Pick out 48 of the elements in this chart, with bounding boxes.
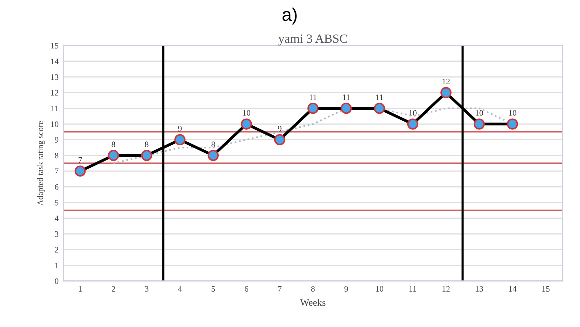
- y-tick-label: 14: [51, 58, 59, 64]
- data-label: 8: [112, 142, 116, 148]
- y-tick-label: 3: [55, 232, 59, 238]
- y-tick-label: 1: [56, 262, 58, 268]
- data-label: 12: [442, 79, 450, 85]
- y-tick-label: 11: [52, 106, 58, 112]
- x-tick-label: 12: [442, 286, 450, 292]
- data-label: 10: [476, 110, 484, 116]
- x-tick-label: 2: [112, 286, 116, 292]
- x-tick-label: 1: [79, 286, 82, 292]
- y-tick-label: 4: [54, 216, 59, 222]
- x-tick-label: 14: [509, 286, 517, 292]
- data-label: 10: [243, 110, 251, 116]
- data-label: 8: [145, 142, 149, 148]
- y-tick-label: 10: [51, 122, 59, 128]
- data-label: 10: [509, 110, 517, 116]
- y-tick-label: 2: [55, 247, 58, 253]
- y-tick-label: 0: [55, 278, 59, 284]
- y-tick-label: 6: [55, 184, 59, 190]
- data-label: 11: [376, 94, 384, 100]
- chart-subtitle: yami 3 ABSC: [278, 34, 348, 46]
- x-tick-label: 15: [542, 286, 550, 292]
- x-tick-label: 7: [278, 286, 282, 292]
- data-label: 9: [178, 126, 182, 132]
- x-tick-label: 4: [178, 286, 182, 292]
- y-axis-title: Adapted task rating score: [37, 121, 46, 206]
- x-tick-label: 8: [311, 286, 315, 292]
- chart-title: a): [282, 8, 297, 25]
- x-tick-label: 10: [376, 286, 384, 292]
- data-label: 9: [278, 126, 282, 132]
- data-label: 11: [310, 94, 317, 100]
- data-label: 8: [212, 142, 216, 148]
- y-tick-label: 12: [51, 90, 58, 96]
- y-tick-label: 13: [51, 74, 59, 80]
- data-label: 11: [343, 94, 350, 100]
- y-tick-label: 5: [55, 200, 59, 206]
- x-axis-title: Weeks: [300, 299, 326, 306]
- x-tick-label: 11: [410, 286, 416, 292]
- y-tick-label: 7: [55, 168, 59, 174]
- x-tick-label: 9: [344, 286, 348, 292]
- data-label: 7: [78, 158, 82, 164]
- y-tick-label: 15: [51, 43, 59, 49]
- x-tick-label: 3: [145, 286, 149, 292]
- y-tick-label: 8: [55, 153, 59, 159]
- y-tick-label: 9: [55, 137, 59, 143]
- x-tick-label: 5: [212, 286, 216, 292]
- x-tick-label: 6: [244, 286, 249, 292]
- x-tick-label: 13: [476, 286, 484, 292]
